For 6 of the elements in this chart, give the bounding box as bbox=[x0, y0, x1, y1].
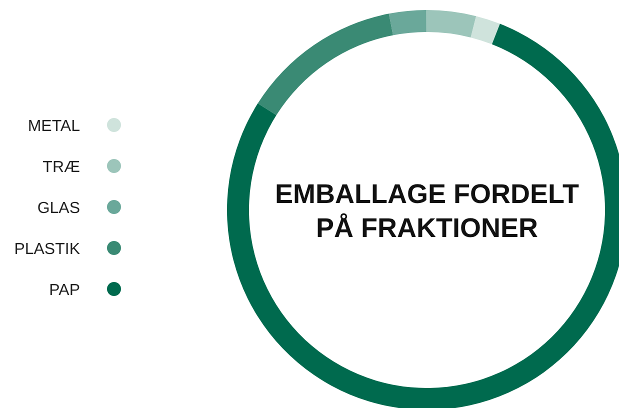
text: EMBALLAGE FORDELT PÅ FRAKTIONER bbox=[275, 179, 580, 243]
legend-label: GLAS bbox=[37, 200, 80, 217]
legend-label: METAL bbox=[28, 118, 80, 135]
legend-label: TRÆ bbox=[42, 159, 80, 176]
legend-label: PAP bbox=[49, 282, 80, 299]
legend-label: PLASTIK bbox=[14, 241, 80, 258]
